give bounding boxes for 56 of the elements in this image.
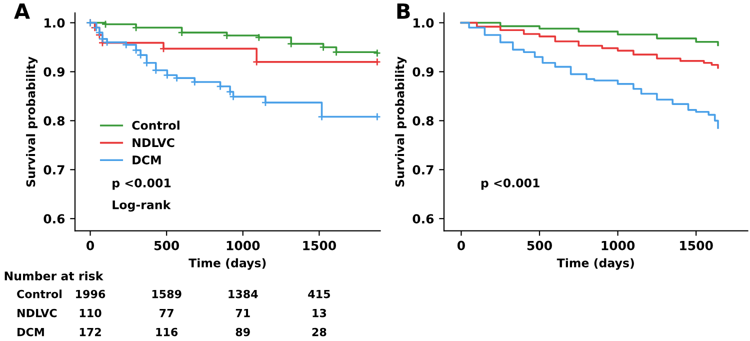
text: 172 (80, 328, 101, 336)
y-tick-label: 0.7 (44, 165, 64, 175)
x-axis-title: Time (days) (188, 258, 266, 270)
x-tick-label: 500 (154, 240, 180, 250)
text: 77 (160, 308, 174, 318)
y-tick-label: 0.9 (44, 67, 64, 77)
text: Control (17, 290, 62, 298)
point (254, 33, 264, 42)
y-tick-label: 0.6 (44, 214, 65, 224)
text: Number at risk (4, 271, 104, 280)
point (261, 98, 270, 107)
x-tick-label: 500 (527, 240, 552, 250)
text: 1996 (76, 290, 106, 298)
point (98, 34, 107, 44)
x-axis-title: Time (days) (556, 258, 634, 270)
y-tick-label: 0.9 (412, 67, 434, 77)
point (252, 58, 261, 66)
legend-label: DCM (132, 156, 161, 164)
point (373, 48, 380, 58)
text: 415 (308, 290, 330, 298)
annotation: p <0.001 (481, 178, 540, 190)
text: 1589 (152, 290, 182, 298)
point (373, 58, 380, 66)
text: DCM (18, 328, 44, 336)
y-tick-label: 0.8 (412, 116, 434, 126)
x-tick-label: 0 (86, 240, 94, 250)
y-axis-title: Survival probability (26, 56, 38, 187)
text: 1384 (228, 290, 258, 298)
text: 89 (236, 328, 250, 336)
text: 116 (156, 328, 178, 336)
text: 71 (236, 308, 250, 318)
y-tick-label: 0.8 (44, 116, 65, 126)
point (178, 28, 186, 37)
x-tick-label: 1000 (226, 240, 260, 250)
legend-label: NDLVC (132, 138, 174, 148)
y-tick-label: 0.6 (412, 214, 434, 224)
text: 28 (312, 328, 326, 336)
annotation: p <0.001 (112, 178, 171, 190)
text: NDLVC (18, 308, 57, 318)
chart-title: A (14, 4, 30, 19)
point (222, 31, 232, 40)
chart-title: B (397, 4, 410, 19)
text: 13 (312, 308, 326, 318)
y-tick-label: 1.0 (44, 18, 65, 28)
y-tick-label: 0.7 (412, 165, 434, 175)
x-tick-label: 1500 (303, 240, 336, 250)
text: 110 (80, 308, 102, 318)
annotation: Log-rank (112, 200, 171, 212)
x-tick-label: 1000 (602, 240, 635, 250)
x-tick-label: 0 (457, 240, 465, 250)
point (136, 50, 145, 60)
point (95, 28, 104, 37)
y-tick-label: 1.0 (414, 18, 434, 28)
x-tick-label: 1500 (680, 240, 713, 250)
y-axis-title: Survival probability (395, 56, 407, 187)
legend-label: Control (132, 120, 180, 130)
